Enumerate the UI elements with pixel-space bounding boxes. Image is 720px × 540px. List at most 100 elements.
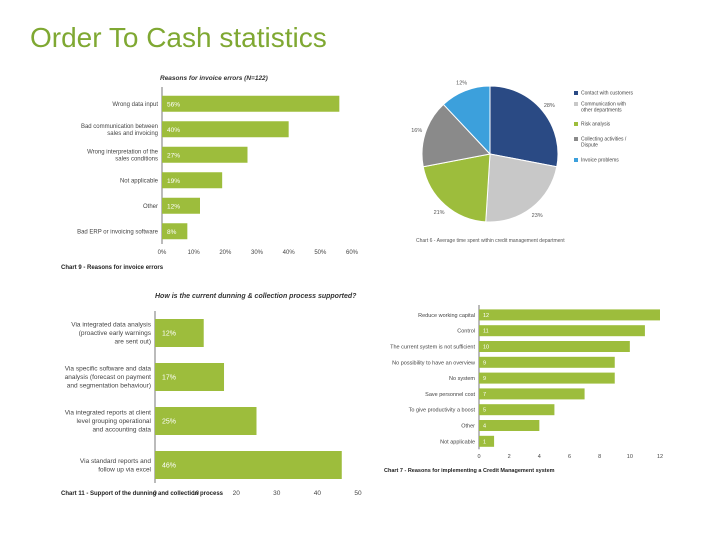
x-tick-label: 40% — [283, 250, 296, 256]
pie-slice — [489, 85, 559, 168]
category-label: Reduce working capital — [418, 313, 475, 319]
x-tick-label: 0 — [153, 490, 157, 497]
bar-value-label: 7 — [483, 392, 486, 398]
bar — [479, 404, 555, 416]
x-tick-label: 20% — [219, 250, 232, 256]
category-label: Not applicable — [440, 439, 475, 445]
category-label: Wrong interpretation of the sales conditi… — [87, 149, 159, 162]
bar-value-label: 4 — [483, 424, 486, 430]
bar — [479, 388, 585, 400]
category-label: Bad communication between sales and invoi… — [81, 124, 158, 137]
x-tick-label: 0% — [158, 250, 167, 256]
legend-label: Contact with customers — [581, 91, 633, 97]
category-label: Not applicable — [120, 178, 159, 184]
legend-label: Collecting activities / Dispute — [581, 137, 627, 149]
pie-slice — [422, 153, 491, 223]
x-tick-label: 2 — [508, 454, 511, 460]
category-label: Via integrated data analysis (proactive e… — [71, 322, 151, 346]
bar — [479, 309, 660, 321]
bar-value-label: 8% — [167, 229, 177, 236]
x-tick-label: 20 — [233, 490, 241, 497]
legend-swatch — [574, 137, 578, 141]
bar-value-label: 56% — [167, 101, 180, 108]
bar-value-label: 25% — [162, 419, 176, 426]
bar-value-label: 17% — [162, 375, 176, 382]
bar-value-label: 10 — [483, 345, 489, 351]
x-tick-label: 50 — [354, 490, 362, 497]
bar-value-label: 12 — [483, 313, 489, 319]
bar-value-label: 46% — [162, 463, 176, 470]
bar — [479, 325, 645, 337]
category-label: Via integrated reports at client level gr… — [65, 410, 152, 434]
bar — [162, 95, 340, 112]
bar — [479, 435, 495, 447]
category-label: Other — [461, 424, 475, 430]
bar — [155, 319, 204, 347]
category-label: Via specific software and data analysis (… — [65, 366, 152, 390]
bar — [155, 363, 225, 391]
bar-value-label: 12% — [162, 331, 176, 338]
pie-slice — [421, 103, 491, 168]
chart-caption: Chart 9 - Reasons for invoice errors — [61, 265, 164, 271]
category-label: The current system is not sufficient — [390, 345, 475, 351]
bar — [162, 121, 289, 138]
category-label: To give productivity a boost — [409, 408, 476, 414]
bar-value-label: 1 — [483, 439, 486, 445]
x-tick-label: 40 — [314, 490, 322, 497]
legend-label: Risk analysis — [581, 122, 611, 128]
bar — [479, 372, 615, 384]
bar-value-label: 27% — [167, 152, 180, 159]
category-label: Control — [457, 329, 475, 335]
bar-value-label: 40% — [167, 127, 180, 134]
dunning-support-chart: How is the current dunning & collection … — [61, 293, 362, 497]
bar-value-label: 9 — [483, 360, 486, 366]
category-label: Wrong data input — [112, 102, 158, 108]
x-tick-label: 8 — [598, 454, 601, 460]
slice-value-label: 23% — [532, 213, 543, 219]
category-label: Bad ERP or invoicing software — [77, 229, 159, 235]
legend-swatch — [574, 91, 578, 95]
category-label: No possibility to have an overview — [392, 360, 475, 366]
slice-value-label: 21% — [434, 210, 445, 216]
x-tick-label: 30 — [273, 490, 281, 497]
bar — [162, 197, 200, 214]
x-tick-label: 4 — [538, 454, 541, 460]
x-tick-label: 10 — [627, 454, 633, 460]
chart-title: Reasons for invoice errors (N=122) — [160, 75, 268, 82]
x-tick-label: 30% — [251, 250, 264, 256]
bar — [479, 341, 630, 352]
chart-caption: Chart 7 - Reasons for implementing a Cre… — [384, 468, 555, 474]
pie-slice — [485, 153, 558, 223]
category-label: Via standard reports and follow up via ex… — [80, 458, 152, 474]
bar-value-label: 9 — [483, 376, 486, 382]
legend-swatch — [574, 158, 578, 162]
time-spent-pie-chart: 28% 23% 21% 16% 12% Contact with customers Com… — [411, 80, 633, 244]
x-tick-label: 10 — [192, 490, 200, 497]
bar — [162, 223, 188, 240]
bar-value-label: 19% — [167, 178, 180, 185]
x-tick-label: 10% — [188, 250, 201, 256]
slice-value-label: 28% — [544, 103, 555, 109]
bar — [162, 146, 248, 163]
page-title: Order To Cash statistics — [30, 22, 327, 53]
bar-value-label: 12% — [167, 203, 180, 210]
category-label: No system — [449, 376, 475, 382]
bar-value-label: 11 — [483, 329, 489, 335]
bar — [479, 356, 615, 368]
bar — [479, 420, 540, 431]
category-label: Other — [143, 204, 158, 210]
legend-label: Invoice problems — [581, 158, 619, 164]
x-tick-label: 60% — [346, 250, 359, 256]
legend-label: Communication with other departments — [581, 102, 626, 114]
x-tick-label: 12 — [657, 454, 663, 460]
x-tick-label: 50% — [314, 250, 327, 256]
chart-caption: Chart 6 - Average time spent within cred… — [416, 238, 565, 244]
slice-value-label: 16% — [411, 128, 422, 134]
slice-value-label: 12% — [456, 80, 467, 86]
x-tick-label: 0 — [477, 454, 480, 460]
legend-swatch — [574, 102, 578, 106]
chart-caption: Chart 11 - Support of the dunning and co… — [61, 491, 224, 497]
x-tick-label: 6 — [568, 454, 571, 460]
chart-title: How is the current dunning & collection … — [155, 293, 357, 300]
